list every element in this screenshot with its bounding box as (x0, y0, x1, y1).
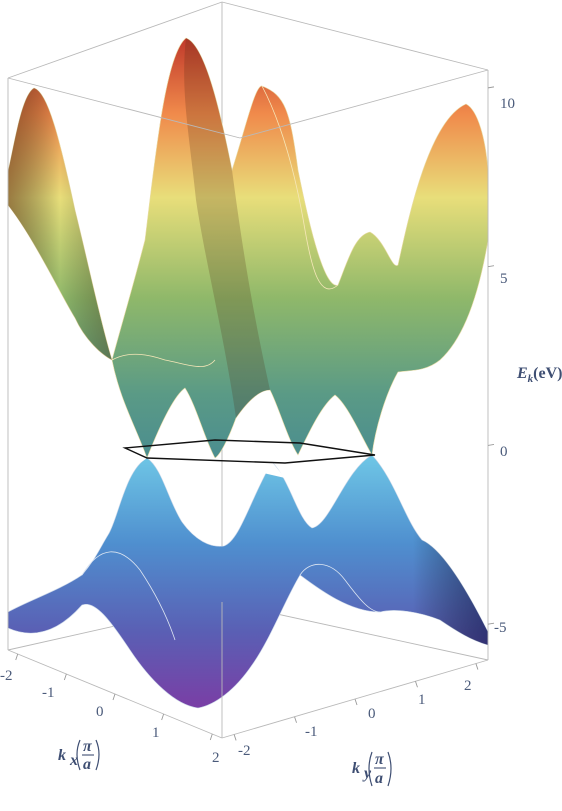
svg-text:x: x (69, 752, 78, 769)
z-axis-label: Ek(eV) (516, 365, 562, 385)
y-tick-mark (233, 734, 237, 741)
z-tick-label: -5 (494, 620, 507, 636)
z-tick-mark (487, 86, 495, 89)
x-tick-label: 1 (152, 725, 160, 741)
x-tick-label: 2 (212, 750, 220, 766)
y-tick-mark (475, 663, 479, 670)
z-tick-mark (487, 444, 495, 446)
cone-gaps (125, 448, 335, 480)
svg-text:y: y (362, 765, 372, 782)
z-tick-mark (487, 265, 495, 268)
svg-text:a: a (375, 770, 383, 787)
svg-text:π: π (83, 738, 93, 755)
svg-text:k: k (352, 760, 360, 777)
y-tick-mark (294, 716, 297, 723)
x-tick-mark (63, 673, 67, 681)
z-tick-label: 5 (500, 271, 508, 287)
x-tick-label: -1 (42, 685, 55, 701)
x-tick-mark (112, 693, 116, 701)
y-tick-label: 0 (368, 706, 376, 722)
svg-text:k: k (58, 747, 66, 764)
zero-energy-hexagon (122, 439, 376, 464)
svg-text:a: a (83, 756, 91, 773)
z-axis-tickmarks (487, 86, 495, 625)
x-axis-tickmarks (15, 653, 213, 741)
y-tick-label: 2 (464, 678, 472, 694)
z-tick-mark (487, 622, 495, 625)
x-tick-mark (161, 713, 165, 721)
x-tick-label: 0 (96, 704, 104, 720)
y-axis-tickmarks (233, 663, 479, 741)
x-axis-label: k x π a (58, 738, 100, 773)
y-tick-label: -1 (305, 724, 318, 740)
y-axis-label: k y π a (352, 751, 392, 787)
z-tick-label: 0 (500, 444, 508, 460)
y-tick-label: -2 (238, 743, 251, 759)
svg-text:π: π (375, 751, 385, 768)
svg-text:Ek(eV): Ek(eV) (516, 365, 562, 385)
x-tick-mark (209, 733, 213, 741)
upper-band-surface (7, 37, 489, 459)
x-tick-mark (15, 653, 19, 661)
y-tick-label: 1 (418, 692, 426, 708)
z-tick-label: 10 (500, 96, 515, 112)
lower-band-surface (7, 454, 489, 709)
y-tick-mark (354, 698, 358, 706)
x-tick-label: -2 (0, 668, 13, 684)
y-tick-mark (415, 681, 418, 688)
